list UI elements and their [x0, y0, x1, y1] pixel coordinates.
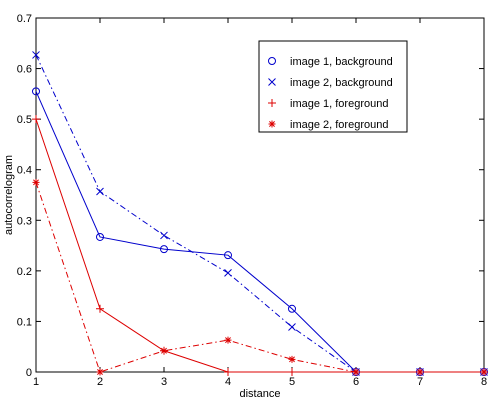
y-tick-label: 0.6 [17, 64, 32, 76]
x-axis-label: distance [240, 388, 281, 400]
point-star [32, 178, 40, 186]
legend-label: image 1, background [290, 56, 393, 68]
y-tick-label: 0.4 [17, 165, 32, 177]
point-x [224, 269, 232, 277]
legend-box [258, 40, 408, 133]
x-tick-label: 7 [417, 376, 423, 388]
point-plus [96, 304, 104, 313]
y-tick-label: 0.3 [17, 215, 32, 227]
legend-item: image 1, background [268, 56, 393, 68]
point-plus [224, 368, 232, 376]
point-circle [224, 251, 232, 260]
x-tick-label: 3 [161, 376, 167, 388]
series-line [35, 182, 484, 373]
y-tick-label: 0.5 [17, 114, 32, 126]
point-star [224, 336, 232, 344]
point-star [96, 368, 104, 376]
y-axis-label: autocorrelogram [3, 155, 15, 235]
point-x [96, 187, 104, 196]
point-circle [96, 232, 104, 241]
y-tick-label: 0 [26, 367, 32, 379]
y-tick-label: 0.1 [17, 316, 32, 328]
y-tick-label: 0.2 [17, 266, 32, 278]
legend-item: image 2, background [268, 77, 393, 89]
series-layer [32, 51, 488, 376]
point-circle [288, 304, 296, 313]
point-circle [268, 57, 276, 65]
point-x [268, 78, 276, 86]
point-star [288, 355, 296, 363]
legend-label: image 1, foreground [290, 98, 388, 110]
point-star [480, 368, 488, 376]
point-x [32, 51, 40, 59]
point-star [416, 368, 424, 376]
point-circle [32, 87, 40, 96]
point-x [160, 231, 168, 240]
point-star [268, 120, 276, 128]
series-4 [32, 178, 488, 376]
legend-label: image 2, foreground [290, 119, 388, 131]
point-star [352, 368, 360, 376]
x-tick-label: 8 [481, 376, 487, 388]
x-tick-label: 6 [353, 376, 359, 388]
x-tick-label: 2 [97, 376, 103, 388]
legend-label: image 2, background [290, 77, 393, 89]
y-tick-label: 0.7 [17, 13, 32, 25]
x-tick-label: 5 [289, 376, 295, 388]
legend: image 1, background image 2, background im… [258, 40, 408, 133]
point-circle [160, 245, 168, 254]
point-plus [288, 368, 296, 376]
x-tick-label: 4 [225, 376, 231, 388]
axis-ticks: 1 2 3 4 5 6 7 8 0 0.1 0.2 0.3 0.4 0.5 0.6 0.7 [17, 13, 487, 388]
x-tick-label: 1 [33, 376, 39, 388]
point-plus [32, 115, 40, 124]
legend-item: image 1, foreground [268, 98, 388, 110]
legend-item: image 2, foreground [268, 119, 388, 131]
point-x [288, 323, 296, 331]
point-plus [268, 99, 276, 107]
point-star [160, 347, 168, 355]
